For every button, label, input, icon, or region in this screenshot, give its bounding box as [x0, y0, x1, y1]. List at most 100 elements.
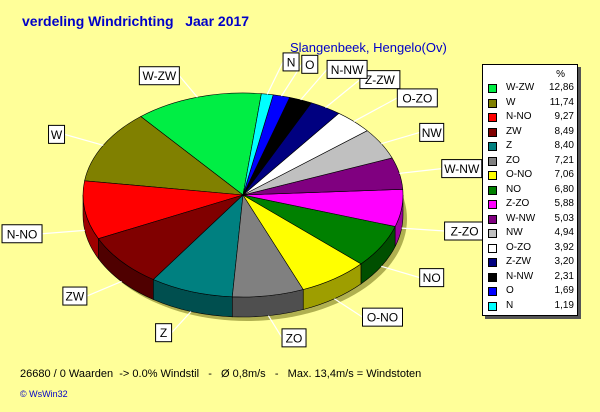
legend-label: N-NO [506, 111, 532, 122]
legend-value: 8,40 [554, 140, 574, 151]
slice-label-box [155, 323, 173, 343]
legend-item: W 11,74 [488, 97, 574, 109]
legend-swatch [488, 171, 497, 180]
legend-label: W [506, 96, 516, 108]
pie-slice-w-zw [140, 92, 262, 196]
leader-line [178, 75, 198, 98]
legend-value: 7,21 [554, 154, 574, 166]
legend-item: N 1,19 [488, 300, 574, 312]
legend-label: W-NW [506, 212, 536, 224]
leader-line [267, 315, 283, 339]
legend-label: O [506, 285, 514, 296]
legend-item: O-ZO 3,92 [488, 242, 574, 254]
slice-label-w-nw: W-NW [444, 162, 480, 176]
legend-label: Z-ZW [506, 256, 531, 267]
legend-label: NW [506, 227, 523, 238]
legend-swatch [488, 301, 497, 311]
legend-value: 12,86 [548, 82, 574, 93]
leader-line [325, 79, 361, 109]
legend-value: 7,06 [554, 169, 574, 180]
slice-label-box [361, 307, 403, 327]
slice-label-no: NO [423, 271, 441, 285]
legend-value: 3,20 [554, 256, 574, 267]
pie-slice-n-no [82, 180, 244, 240]
legend-item: ZW 8,49 [488, 126, 574, 138]
legend-label: ZW [506, 125, 522, 137]
leader-line [399, 168, 442, 174]
legend-label: O-ZO [506, 241, 531, 253]
legend-value: 5,88 [554, 198, 574, 209]
slice-label-zo: ZO [286, 331, 303, 345]
legend-value: 1,69 [554, 285, 574, 296]
slice-label-box [326, 59, 368, 79]
leader-line [381, 265, 420, 279]
legend: % W-ZW 12,86 W 11,74 N-NO 9,27 ZW 8,49 Z 8,40 ZO 7,… [482, 64, 578, 316]
legend-value: 5,03 [554, 212, 574, 224]
slice-label-box [359, 70, 401, 90]
legend-label: W-ZW [506, 82, 535, 93]
leader-line [266, 61, 284, 95]
chart-title: verdeling Windrichting Jaar 2017 [22, 13, 250, 29]
legend-label: N-NW [506, 270, 534, 282]
slice-label-z: Z [160, 326, 167, 340]
slice-label-box [1, 224, 43, 244]
legend-swatch [488, 287, 497, 296]
legend-item: N-NW 2,31 [488, 271, 574, 283]
legend-swatch [488, 185, 497, 195]
slice-label-box [281, 328, 307, 348]
slice-label-zw: ZW [66, 290, 85, 304]
slice-label-nw: NW [422, 126, 443, 140]
slice-label-box [419, 122, 445, 142]
legend-swatch [488, 98, 497, 108]
slice-label-box [301, 54, 319, 74]
legend-value: 4,94 [554, 227, 574, 238]
slice-labels: W-ZW W N-NO ZW Z ZO O-NO NO Z-ZO W-NW NW O-ZO Z-ZWN-… [1, 52, 486, 348]
slice-label-o-no: O-NO [367, 311, 398, 325]
legend-label: Z [506, 140, 513, 151]
slice-label-o: O [305, 58, 314, 72]
legend-item: O-NO 7,06 [488, 169, 574, 181]
slice-label-box [396, 88, 438, 108]
chart-subtitle: Slangenbeek, Hengelo(Ov) [290, 40, 447, 55]
slice-label-box [48, 124, 66, 144]
slice-label-n-nw: N-NW [331, 63, 364, 77]
leader-line [401, 227, 445, 232]
slice-label-w: W [51, 128, 63, 142]
slice-label-w-zw: W-ZW [142, 69, 176, 83]
legend-value: 11,74 [549, 96, 574, 108]
legend-swatch [488, 272, 497, 282]
legend-label: ZO [506, 154, 520, 166]
pie-walls [82, 194, 404, 318]
legend-label: NO [506, 183, 521, 195]
leader-line [353, 97, 398, 122]
legend-swatch [488, 214, 497, 224]
leader-line [41, 229, 85, 235]
stats-line: 26680 / 0 Waarden -> 0.0% Windstil - Ø 0… [20, 368, 422, 380]
slice-label-box [62, 286, 88, 306]
pie-slices [82, 92, 404, 298]
legend-item: NO 6,80 [488, 184, 574, 196]
legend-item: ZO 7,21 [488, 155, 574, 167]
slice-label-n-no: N-NO [7, 227, 38, 241]
legend-item: Z-ZO 5,88 [488, 198, 574, 210]
legend-item: O 1,69 [488, 285, 574, 297]
slice-label-box [138, 66, 180, 86]
leader-line [334, 298, 363, 318]
legend-item: Z-ZW 3,20 [488, 256, 574, 268]
leader-line [171, 311, 192, 334]
slice-label-o-zo: O-ZO [402, 91, 432, 105]
legend-label: Z-ZO [506, 198, 530, 209]
legend-value: 2,31 [554, 270, 574, 282]
leader-line [64, 133, 104, 146]
slice-label-box [419, 268, 445, 288]
legend-swatch [488, 156, 497, 166]
pie-slice-zw [97, 194, 244, 280]
legend-item: W-NW 5,03 [488, 213, 574, 225]
slice-label-n: N [287, 55, 296, 69]
leader-line [300, 69, 328, 101]
legend-swatch [488, 142, 497, 151]
legend-swatch [488, 243, 497, 253]
legend-value: 3,92 [554, 241, 574, 253]
leader-line [381, 131, 420, 145]
